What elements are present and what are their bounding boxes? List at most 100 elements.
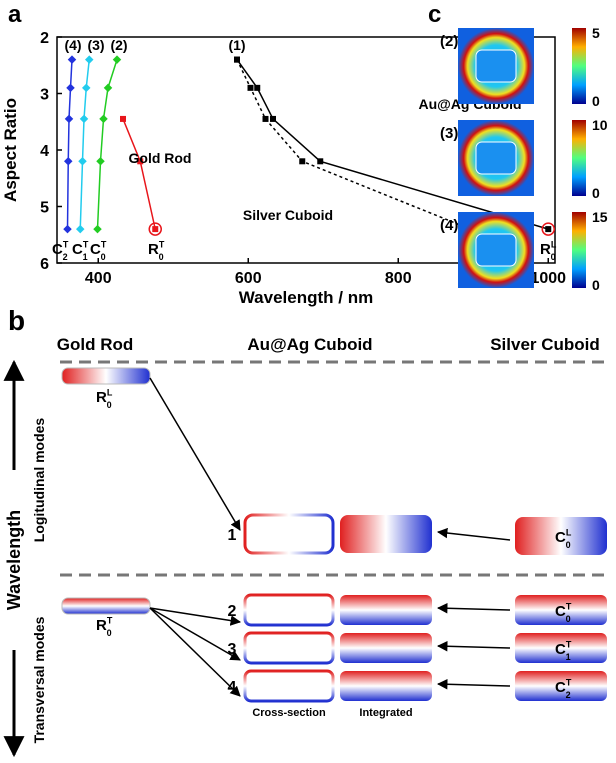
colorbar [572, 120, 586, 196]
colorbar [572, 212, 586, 288]
y-tick-label: 6 [40, 256, 49, 273]
particle [475, 141, 517, 175]
group-label: Transversal modes [31, 616, 47, 743]
arrow [436, 603, 511, 614]
arrow [149, 607, 242, 626]
marker [93, 224, 102, 234]
marker [317, 158, 324, 165]
marker [82, 83, 91, 93]
y-tick-label: 4 [40, 143, 49, 160]
cuboid [340, 671, 432, 701]
marker [299, 158, 306, 165]
symbol-label: CT 0 [555, 601, 572, 624]
marker [64, 114, 74, 124]
colorbar-max: 5 [592, 25, 600, 41]
symbol-sup: T [566, 601, 572, 611]
rod [61, 367, 151, 385]
panel-label: b [8, 305, 25, 336]
cuboid-section [243, 513, 335, 555]
series-label: (4) [64, 37, 81, 53]
arrow [436, 641, 511, 652]
marker [120, 115, 126, 122]
arrow [149, 607, 241, 697]
series-line [122, 118, 156, 230]
cuboid [515, 633, 607, 663]
symbol-base: R [96, 389, 107, 406]
arrow [149, 377, 241, 531]
map-label: (2) [440, 33, 458, 50]
marker [99, 114, 108, 124]
particle [475, 49, 517, 83]
cuboid [340, 633, 432, 663]
map-label: (4) [440, 217, 458, 234]
marker [137, 158, 144, 165]
x-tick-label: 400 [85, 270, 112, 287]
symbol-sup: T [566, 639, 572, 649]
y-axis-label: Aspect Ratio [1, 98, 20, 202]
diagram [3, 359, 610, 758]
symbol-base: C [555, 679, 566, 696]
symbol-label: RL 0 [540, 239, 557, 262]
series-label: (2) [110, 37, 127, 53]
symbol-sub: 1 [566, 652, 571, 662]
marker [67, 55, 77, 64]
marker [545, 226, 552, 233]
mode-number: 3 [228, 641, 237, 658]
arrow [436, 679, 511, 690]
cuboid [340, 595, 432, 625]
marker [76, 224, 85, 234]
column-header: Silver Cuboid [490, 335, 600, 354]
symbol-label: CT 2 [52, 239, 69, 262]
series-line [236, 59, 471, 230]
symbol-sup: T [107, 615, 113, 625]
symbol-base: R [96, 617, 107, 634]
cuboid [515, 671, 607, 701]
colorbar-min: 0 [592, 277, 600, 293]
panel-label: a [8, 1, 22, 28]
marker [79, 114, 89, 124]
marker [85, 55, 94, 64]
map-label: (3) [440, 125, 458, 142]
marker [234, 56, 240, 63]
symbol-sup: T [566, 677, 572, 687]
symbol-base: C [72, 241, 83, 258]
symbol-sup: T [63, 239, 69, 249]
symbol-label: RT 0 [96, 615, 113, 638]
marker [262, 115, 269, 122]
symbol-label: CT 1 [555, 639, 572, 662]
x-tick-label: 800 [385, 270, 412, 287]
mode-number: 1 [228, 527, 237, 544]
symbol-base: C [52, 241, 63, 258]
particle [475, 233, 517, 267]
symbol-base: C [555, 529, 566, 546]
symbol-label: CT 0 [90, 239, 107, 262]
symbol-label: RL 0 [96, 387, 113, 410]
symbol-sup: L [551, 239, 557, 249]
marker [152, 226, 159, 233]
cuboid [515, 517, 607, 555]
series-label: (3) [87, 37, 104, 53]
marker [270, 115, 276, 122]
column-header: Au@Ag Cuboid [247, 335, 372, 354]
marker [112, 55, 122, 64]
colorbar-min: 0 [592, 185, 600, 201]
y-tick-label: 2 [40, 30, 49, 47]
series-line [79, 59, 90, 230]
marker [63, 224, 72, 234]
symbol-sub: 1 [83, 252, 88, 262]
arrow [149, 607, 241, 661]
symbol-sub: 0 [551, 252, 556, 262]
mode-number: 4 [228, 679, 237, 696]
axis-label: Wavelength [4, 510, 24, 610]
symbol-sub: 0 [159, 252, 164, 262]
symbol-sub: 2 [63, 252, 68, 262]
symbol-label: CL 0 [555, 527, 572, 550]
symbol-base: C [90, 241, 101, 258]
cuboid [515, 595, 607, 625]
x-axis-label: Wavelength / nm [239, 288, 373, 307]
subcolumn-label: Integrated [359, 707, 412, 719]
symbol-sub: 0 [107, 628, 112, 638]
symbol-base: R [540, 241, 551, 258]
symbol-sup: T [83, 239, 89, 249]
